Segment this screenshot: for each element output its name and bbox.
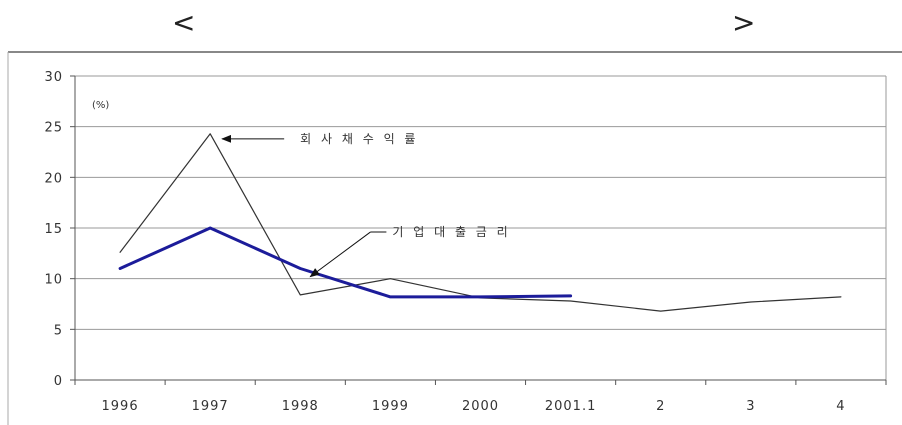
y-tick-label: 5 xyxy=(54,323,63,338)
gridlines xyxy=(75,75,887,380)
x-tick-label: 1996 xyxy=(102,399,139,414)
axes xyxy=(70,75,887,385)
y-tick-label: 0 xyxy=(54,374,63,389)
x-tick-label: 1997 xyxy=(192,399,229,414)
left-bracket: < xyxy=(172,6,196,39)
y-tick-label: 20 xyxy=(44,171,63,186)
x-tick-label: 1999 xyxy=(372,399,409,414)
annotation-arrow-2 xyxy=(309,231,371,278)
right-bracket: > xyxy=(732,6,756,39)
annotation-label-2: 기 업 대 출 금 리 xyxy=(392,225,510,239)
x-tick-label: 3 xyxy=(746,399,755,414)
series-lines xyxy=(118,133,842,312)
x-tick-label: 2 xyxy=(656,399,665,414)
annotation-label-1: 회 사 채 수 익 률 xyxy=(300,132,418,146)
tick-labels: 0 5 10 15 20 25 30 1996 1997 1998 1999 2000 2001.1 2 3… xyxy=(44,70,845,414)
y-tick-label: 30 xyxy=(44,70,63,85)
y-tick-label: 15 xyxy=(44,222,63,237)
annotations: 회 사 채 수 익 률기 업 대 출 금 리 xyxy=(221,132,510,278)
series-line-1 xyxy=(119,133,842,312)
x-tick-label: 4 xyxy=(836,399,845,414)
y-tick-label: 10 xyxy=(44,273,63,288)
x-tick-label: 2000 xyxy=(462,399,499,414)
x-tick-label: 1998 xyxy=(282,399,319,414)
y-tick-label: 25 xyxy=(44,121,63,136)
y-unit-label: (%) xyxy=(92,100,109,111)
x-tick-label: 2001.1 xyxy=(545,399,597,414)
series-line-2 xyxy=(118,226,573,299)
